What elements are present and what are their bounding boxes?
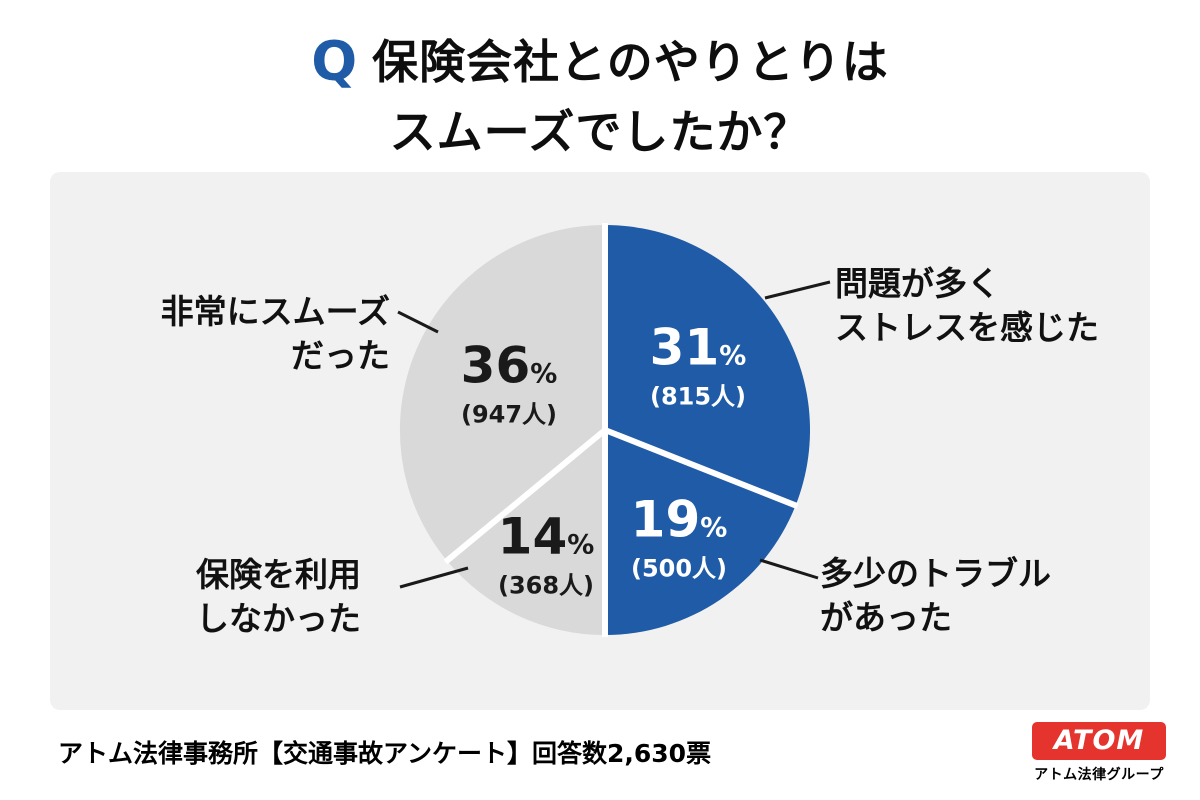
atom-logo-subtext: アトム法律グループ: [1034, 767, 1164, 783]
chart-panel: 31% (815人) 19% (500人) 14% (368人) 36% (947人) 問題が…: [50, 172, 1150, 710]
callout-line: ストレスを感じた: [835, 308, 1099, 348]
callout-some-trouble: 多少のトラブル があった: [820, 552, 1051, 640]
leader-line-bottom-left: [399, 566, 469, 589]
atom-logo-badge: ATOM: [1032, 722, 1166, 760]
leader-line-bottom-right: [759, 558, 819, 580]
source-caption: アトム法律事務所【交通事故アンケート】回答数2,630票: [58, 739, 712, 768]
callout-no-insurance: 保険を利用 しなかった: [196, 553, 361, 641]
question-q-icon: Q: [311, 30, 359, 93]
leader-line-top-left: [397, 310, 439, 334]
pie-slice-4: [399, 225, 605, 561]
callout-line: 非常にスムーズ: [160, 292, 390, 331]
pie-slices: [399, 225, 811, 635]
callout-line: 問題が多く: [835, 264, 1000, 303]
title-line2: スムーズでしたか？: [389, 104, 811, 159]
pie-slice-3: [447, 430, 605, 635]
callout-line: があった: [820, 598, 952, 638]
slice-separators: [443, 223, 799, 637]
callout-line: だった: [291, 336, 390, 376]
callout-very-smooth: 非常にスムーズ だった: [161, 290, 390, 378]
atom-logo: ATOM アトム法律グループ: [1032, 722, 1166, 784]
callout-line: 多少のトラブル: [820, 554, 1051, 593]
slice-separator: [443, 427, 607, 565]
pie-slice-1: [605, 225, 811, 506]
title-line1: Q 保険会社とのやりとりは: [0, 24, 1200, 100]
leader-lines: [397, 280, 831, 589]
slice-separator: [603, 427, 799, 509]
pie-chart: [397, 223, 831, 637]
page-title: Q 保険会社とのやりとりは スムーズでしたか？: [0, 24, 1200, 164]
callout-problem-stress: 問題が多く ストレスを感じた: [835, 262, 1099, 350]
leader-line-top-right: [764, 280, 831, 300]
callout-line: 保険を利用: [196, 555, 361, 594]
pie-slice-2: [605, 430, 796, 635]
callout-line: しなかった: [196, 599, 361, 639]
title-line1-text: 保険会社とのやりとりは: [372, 35, 889, 89]
